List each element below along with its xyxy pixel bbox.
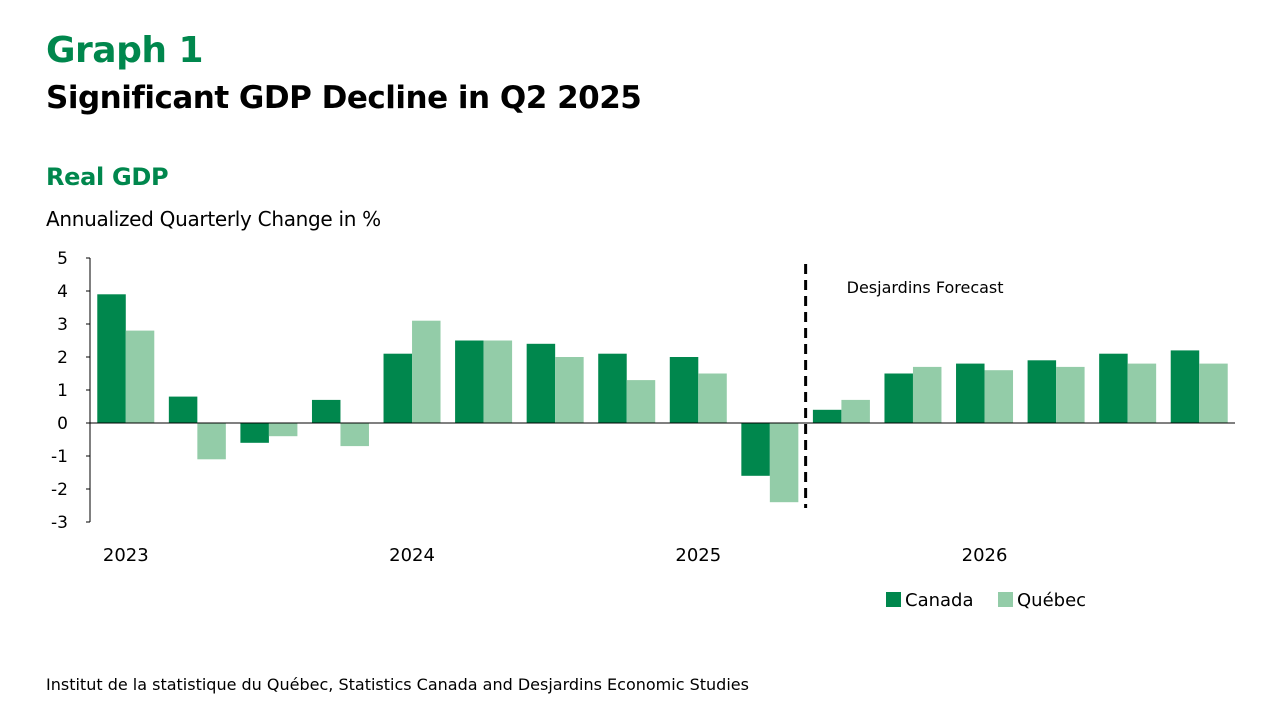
bar-canada: [884, 373, 913, 423]
bar-quebec: [125, 330, 155, 423]
y-tick-label: -2: [51, 480, 68, 500]
bar-quebec: [984, 370, 1014, 423]
bar-canada: [1099, 353, 1128, 423]
bar-canada: [526, 343, 556, 423]
bar-quebec: [412, 320, 441, 423]
bar-quebec: [1056, 366, 1085, 423]
bar-canada: [311, 399, 341, 423]
legend-swatch-quebec: [998, 592, 1013, 607]
x-year-label: 2026: [962, 545, 1008, 566]
chart-title: Real GDP: [46, 163, 169, 191]
bar-quebec: [1127, 363, 1157, 423]
legend-label-canada: Canada: [905, 590, 974, 611]
bar-canada: [669, 357, 699, 423]
bar-canada: [598, 353, 627, 423]
x-year-label: 2025: [675, 545, 721, 566]
chart-subtitle: Annualized Quarterly Change in %: [46, 207, 381, 231]
bar-canada: [97, 294, 126, 423]
bar-canada: [240, 423, 269, 443]
bar-canada: [383, 353, 413, 423]
bar-quebec: [841, 399, 870, 423]
bar-quebec: [769, 423, 799, 503]
bar-canada: [812, 409, 842, 423]
y-tick-label: 1: [57, 381, 68, 401]
bar-quebec: [1199, 363, 1228, 423]
y-tick-label: 4: [57, 282, 68, 302]
forecast-annotation: Desjardins Forecast: [847, 278, 1004, 297]
bar-canada: [1170, 350, 1200, 423]
source-note: Institut de la statistique du Québec, St…: [46, 675, 749, 694]
bar-canada: [1027, 360, 1057, 423]
bar-quebec: [340, 423, 369, 447]
bar-quebec: [197, 423, 226, 460]
bar-quebec: [483, 340, 513, 423]
graph-number: Graph 1: [46, 30, 204, 71]
y-tick-label: -3: [51, 513, 68, 533]
bar-quebec: [912, 366, 942, 423]
bar-canada: [168, 396, 198, 423]
y-tick-label: 2: [57, 348, 68, 368]
bar-quebec: [698, 373, 727, 423]
bar-quebec: [555, 357, 584, 423]
bar-quebec: [268, 423, 298, 437]
bar-quebec: [626, 380, 656, 423]
x-year-label: 2024: [389, 545, 435, 566]
legend-swatch-canada: [886, 592, 901, 607]
y-tick-label: 5: [57, 249, 68, 269]
graph-title: Significant GDP Decline in Q2 2025: [46, 80, 642, 116]
y-tick-label: -1: [51, 447, 68, 467]
x-year-label: 2023: [103, 545, 149, 566]
legend-label-quebec: Québec: [1017, 590, 1086, 611]
bar-canada: [956, 363, 985, 423]
y-tick-label: 0: [57, 414, 68, 434]
gdp-bar-chart: -3 -2 -1 0 1 2 3 4 5 2023 2024 2025 2026 Desjardins F…: [51, 249, 1235, 611]
bar-canada: [455, 340, 484, 423]
y-tick-label: 3: [57, 315, 68, 335]
bar-canada: [741, 423, 770, 476]
